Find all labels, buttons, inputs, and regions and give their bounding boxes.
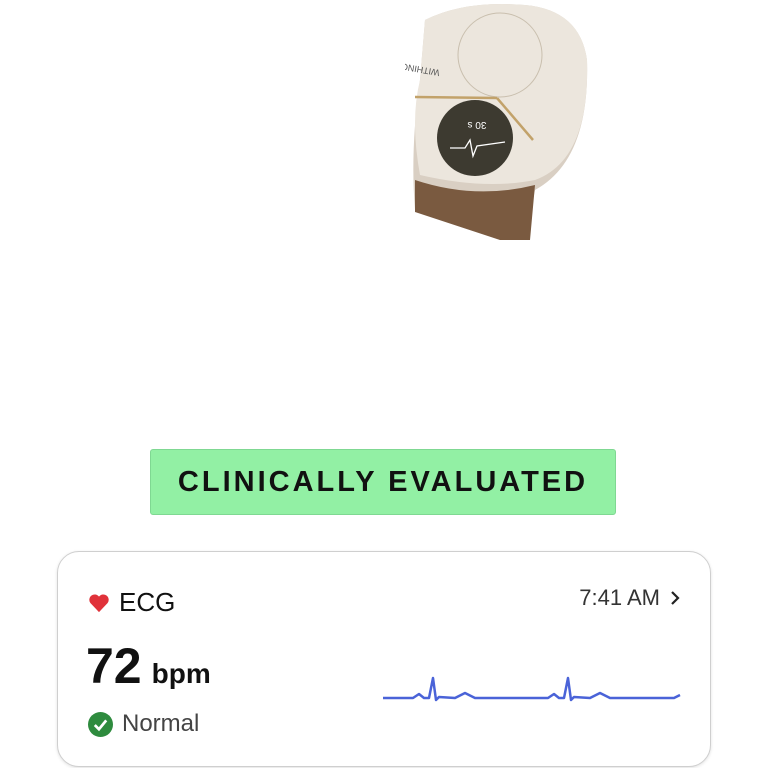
heart-rate: 72 bpm <box>86 637 211 695</box>
check-circle-icon <box>88 711 113 737</box>
ecg-time: 7:41 AM <box>579 585 660 610</box>
watch-image: 30 s WITHINGS <box>405 4 588 240</box>
ecg-time-link[interactable]: 7:41 AM <box>579 585 680 611</box>
ecg-waveform <box>383 676 681 702</box>
ecg-header: ECG <box>88 587 175 618</box>
ecg-waveform-line <box>383 676 681 702</box>
heart-rate-unit: bpm <box>151 658 211 689</box>
ecg-title: ECG <box>119 587 176 617</box>
heart-icon <box>89 593 109 612</box>
ecg-card[interactable]: ECG 7:41 AM 72 bpm Normal <box>57 551 711 767</box>
ecg-status: Normal <box>88 710 199 738</box>
badge-label: CLINICALLY EVALUATED <box>177 465 589 498</box>
heart-rate-value: 72 <box>86 638 142 694</box>
ecg-status-label: Normal <box>122 710 200 737</box>
clinically-evaluated-badge: CLINICALLY EVALUATED <box>150 449 616 515</box>
svg-text:30 s: 30 s <box>468 119 487 130</box>
chevron-right-icon[interactable] <box>670 590 680 606</box>
